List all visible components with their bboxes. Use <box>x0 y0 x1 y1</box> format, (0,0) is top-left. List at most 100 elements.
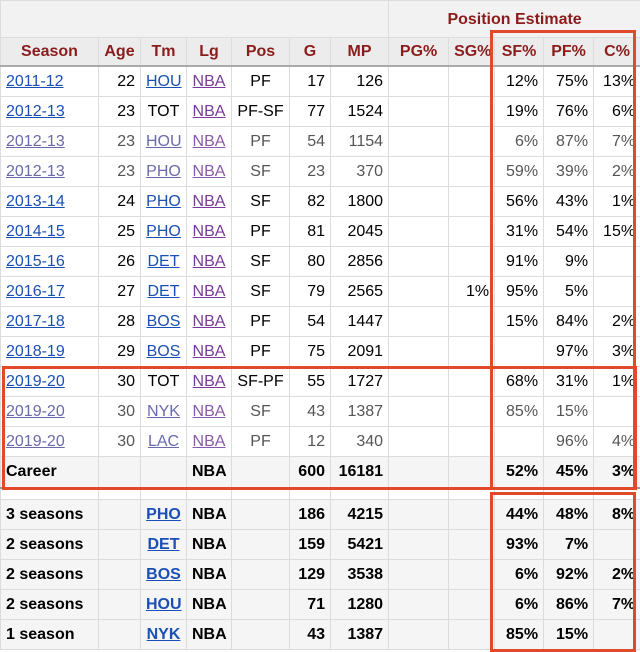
season-cell[interactable]: 2019-20 <box>1 367 99 397</box>
team-cell-link[interactable]: HOU <box>146 73 182 90</box>
team-cell[interactable]: HOU <box>141 127 187 157</box>
column-header-lg[interactable]: Lg <box>187 38 232 67</box>
team-cell[interactable]: PHO <box>141 217 187 247</box>
team-total-c-pct <box>594 530 640 560</box>
team-cell-link[interactable]: BOS <box>147 343 181 360</box>
league-cell-link[interactable]: NBA <box>193 433 226 450</box>
team-cell-link[interactable]: NYK <box>147 403 180 420</box>
season-cell-link[interactable]: 2017-18 <box>6 313 65 330</box>
team-total-team-link[interactable]: PHO <box>146 506 181 523</box>
season-cell[interactable]: 2014-15 <box>1 217 99 247</box>
team-total-team[interactable]: NYK <box>141 620 187 650</box>
age-cell: 23 <box>99 157 141 187</box>
column-header-mp[interactable]: MP <box>331 38 389 67</box>
team-total-team[interactable]: HOU <box>141 590 187 620</box>
column-header-pg-pct[interactable]: PG% <box>389 38 449 67</box>
league-cell-link[interactable]: NBA <box>193 313 226 330</box>
league-cell-link[interactable]: NBA <box>193 253 226 270</box>
team-cell-link[interactable]: DET <box>148 253 180 270</box>
team-cell-link[interactable]: PHO <box>146 163 181 180</box>
column-header-age[interactable]: Age <box>99 38 141 67</box>
league-cell[interactable]: NBA <box>187 427 232 457</box>
team-total-team-link[interactable]: NYK <box>147 626 181 643</box>
team-cell[interactable]: BOS <box>141 307 187 337</box>
season-cell-link[interactable]: 2019-20 <box>6 433 65 450</box>
season-cell[interactable]: 2019-20 <box>1 397 99 427</box>
season-cell[interactable]: 2018-19 <box>1 337 99 367</box>
team-total-team-link[interactable]: HOU <box>146 596 182 613</box>
team-cell-link[interactable]: HOU <box>146 133 182 150</box>
column-header-pf-pct[interactable]: PF% <box>544 38 594 67</box>
league-cell[interactable]: NBA <box>187 127 232 157</box>
team-cell-link[interactable]: PHO <box>146 223 181 240</box>
league-cell-link[interactable]: NBA <box>193 343 226 360</box>
league-cell[interactable]: NBA <box>187 66 232 97</box>
column-header-tm[interactable]: Tm <box>141 38 187 67</box>
season-cell[interactable]: 2017-18 <box>1 307 99 337</box>
team-cell[interactable]: LAC <box>141 427 187 457</box>
season-cell-link[interactable]: 2018-19 <box>6 343 65 360</box>
team-cell-link[interactable]: DET <box>148 283 180 300</box>
team-cell[interactable]: NYK <box>141 397 187 427</box>
team-cell[interactable]: PHO <box>141 187 187 217</box>
season-cell-link[interactable]: 2012-13 <box>6 103 65 120</box>
c-pct-cell: 2% <box>594 307 640 337</box>
league-cell[interactable]: NBA <box>187 367 232 397</box>
league-cell-link[interactable]: NBA <box>193 133 226 150</box>
season-cell[interactable]: 2015-16 <box>1 247 99 277</box>
season-cell-link[interactable]: 2019-20 <box>6 373 65 390</box>
season-cell-link[interactable]: 2012-13 <box>6 133 65 150</box>
team-total-team-link[interactable]: BOS <box>146 566 181 583</box>
team-total-team[interactable]: BOS <box>141 560 187 590</box>
season-cell[interactable]: 2011-12 <box>1 66 99 97</box>
team-cell[interactable]: BOS <box>141 337 187 367</box>
league-cell-link[interactable]: NBA <box>193 223 226 240</box>
team-cell[interactable]: DET <box>141 247 187 277</box>
league-cell-link[interactable]: NBA <box>193 73 226 90</box>
season-cell-link[interactable]: 2015-16 <box>6 253 65 270</box>
league-cell-link[interactable]: NBA <box>193 163 226 180</box>
team-cell[interactable]: DET <box>141 277 187 307</box>
season-cell[interactable]: 2012-13 <box>1 157 99 187</box>
season-cell[interactable]: 2016-17 <box>1 277 99 307</box>
league-cell[interactable]: NBA <box>187 217 232 247</box>
league-cell-link[interactable]: NBA <box>193 373 226 390</box>
league-cell[interactable]: NBA <box>187 277 232 307</box>
league-cell[interactable]: NBA <box>187 307 232 337</box>
season-cell[interactable]: 2012-13 <box>1 97 99 127</box>
league-cell[interactable]: NBA <box>187 187 232 217</box>
league-cell[interactable]: NBA <box>187 247 232 277</box>
league-cell[interactable]: NBA <box>187 157 232 187</box>
column-header-pos[interactable]: Pos <box>232 38 290 67</box>
team-cell-link[interactable]: BOS <box>147 313 181 330</box>
team-total-team[interactable]: DET <box>141 530 187 560</box>
league-cell-link[interactable]: NBA <box>193 193 226 210</box>
team-total-team-link[interactable]: DET <box>148 536 180 553</box>
season-cell-link[interactable]: 2012-13 <box>6 163 65 180</box>
column-header-c-pct[interactable]: C% <box>594 38 640 67</box>
team-cell-link[interactable]: PHO <box>146 193 181 210</box>
season-cell-link[interactable]: 2019-20 <box>6 403 65 420</box>
season-cell[interactable]: 2013-14 <box>1 187 99 217</box>
team-cell[interactable]: PHO <box>141 157 187 187</box>
team-cell-link[interactable]: LAC <box>148 433 179 450</box>
season-cell[interactable]: 2019-20 <box>1 427 99 457</box>
league-cell[interactable]: NBA <box>187 337 232 367</box>
column-header-g[interactable]: G <box>290 38 331 67</box>
column-header-season[interactable]: Season <box>1 38 99 67</box>
league-cell-link[interactable]: NBA <box>193 403 226 420</box>
team-total-league: NBA <box>187 500 232 530</box>
season-cell-link[interactable]: 2013-14 <box>6 193 65 210</box>
season-cell-link[interactable]: 2011-12 <box>6 73 64 90</box>
league-cell-link[interactable]: NBA <box>193 103 226 120</box>
team-total-team[interactable]: PHO <box>141 500 187 530</box>
league-cell[interactable]: NBA <box>187 97 232 127</box>
season-cell-link[interactable]: 2016-17 <box>6 283 65 300</box>
season-cell[interactable]: 2012-13 <box>1 127 99 157</box>
team-cell[interactable]: HOU <box>141 66 187 97</box>
league-cell[interactable]: NBA <box>187 397 232 427</box>
league-cell-link[interactable]: NBA <box>193 283 226 300</box>
season-cell-link[interactable]: 2014-15 <box>6 223 65 240</box>
column-header-sf-pct[interactable]: SF% <box>495 38 544 67</box>
column-header-sg-pct[interactable]: SG% <box>449 38 495 67</box>
